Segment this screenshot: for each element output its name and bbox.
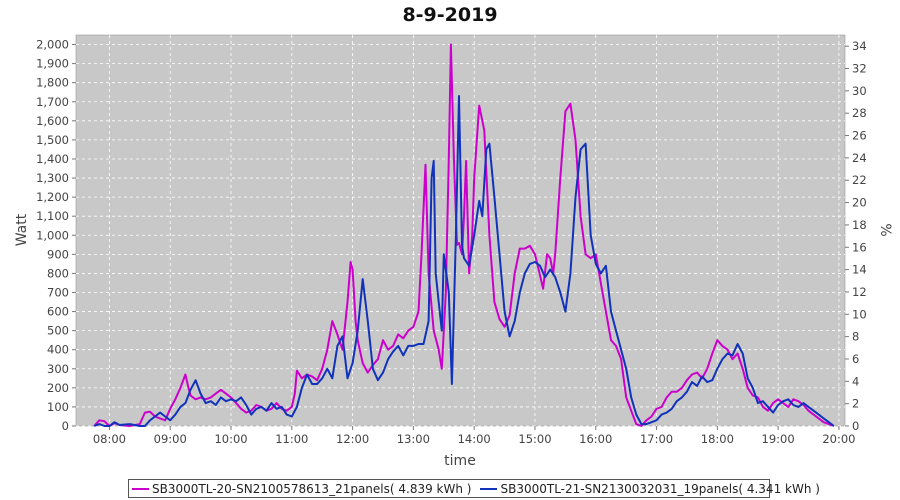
y-tick-label: 1,300 bbox=[36, 171, 69, 185]
y2-tick-label: 28 bbox=[852, 106, 867, 120]
y2-tick-label: 20 bbox=[852, 196, 867, 210]
y-tick-label: 500 bbox=[47, 324, 69, 338]
y2-tick-label: 16 bbox=[852, 240, 867, 254]
legend-swatch bbox=[132, 487, 149, 490]
y-axis-label: Watt bbox=[14, 213, 30, 246]
x-tick-label: 08:00 bbox=[93, 432, 126, 446]
x-tick-label: 19:00 bbox=[762, 432, 795, 446]
y-tick-label: 0 bbox=[62, 419, 69, 433]
y-tick-label: 1,100 bbox=[36, 209, 69, 223]
y-tick-label: 300 bbox=[47, 362, 69, 376]
series-line bbox=[93, 95, 835, 427]
plot-area bbox=[75, 34, 846, 427]
legend-label: SB3000TL-21-SN2130032031_19panels( 4.341… bbox=[500, 481, 820, 496]
y2-tick-label: 34 bbox=[852, 39, 867, 53]
y-tick-label: 1,200 bbox=[36, 190, 69, 204]
y-tick-label: 1,900 bbox=[36, 57, 69, 71]
x-tick-label: 11:00 bbox=[275, 432, 308, 446]
legend-item: SB3000TL-21-SN2130032031_19panels( 4.341… bbox=[480, 481, 820, 496]
y-tick-label: 200 bbox=[47, 381, 69, 395]
y-axis: 0 100 200 300 400 500 600 700 800 900 1,000 1,100 1,… bbox=[36, 38, 76, 433]
x-axis: 08:00 09:00 10:00 11:00 12:00 13:00 14:00 15:00… bbox=[93, 426, 855, 446]
x-tick-label: 18:00 bbox=[701, 432, 734, 446]
y2-tick-label: 8 bbox=[852, 330, 859, 344]
y-tick-label: 1,700 bbox=[36, 95, 69, 109]
y2-tick-label: 0 bbox=[852, 419, 859, 433]
y2-tick-label: 32 bbox=[852, 62, 867, 76]
legend-label: SB3000TL-20-SN2100578613_21panels( 4.839… bbox=[152, 481, 472, 496]
y2-tick-label: 30 bbox=[852, 84, 867, 98]
chart-title: 8-9-2019 bbox=[402, 4, 497, 26]
y-tick-label: 800 bbox=[47, 266, 69, 280]
y2-tick-label: 26 bbox=[852, 129, 867, 143]
y2-axis-label: % bbox=[877, 223, 893, 236]
y-tick-label: 100 bbox=[47, 400, 69, 414]
x-axis-label: time bbox=[444, 453, 476, 469]
y-tick-label: 600 bbox=[47, 305, 69, 319]
y2-tick-label: 4 bbox=[852, 374, 859, 388]
y-tick-label: 700 bbox=[47, 285, 69, 299]
y2-tick-label: 2 bbox=[852, 397, 859, 411]
y-tick-label: 1,400 bbox=[36, 152, 69, 166]
y2-tick-label: 10 bbox=[852, 307, 867, 321]
x-tick-label: 14:00 bbox=[458, 432, 491, 446]
y-tick-label: 1,000 bbox=[36, 228, 69, 242]
y2-tick-label: 22 bbox=[852, 173, 867, 187]
x-tick-label: 16:00 bbox=[579, 432, 612, 446]
legend: SB3000TL-20-SN2100578613_21panels( 4.839… bbox=[128, 479, 820, 498]
y-tick-label: 1,500 bbox=[36, 133, 69, 147]
legend-item: SB3000TL-20-SN2100578613_21panels( 4.839… bbox=[132, 482, 471, 496]
y2-tick-label: 6 bbox=[852, 352, 859, 366]
y2-tick-label: 18 bbox=[852, 218, 867, 232]
x-tick-label: 10:00 bbox=[214, 432, 247, 446]
y2-tick-label: 14 bbox=[852, 263, 867, 277]
y-tick-label: 2,000 bbox=[36, 38, 69, 52]
y2-tick-label: 24 bbox=[852, 151, 867, 165]
y-tick-label: 900 bbox=[47, 247, 69, 261]
y2-tick-label: 12 bbox=[852, 285, 867, 299]
x-tick-label: 09:00 bbox=[154, 432, 187, 446]
legend-swatch bbox=[480, 487, 498, 490]
x-tick-label: 20:00 bbox=[822, 432, 855, 446]
x-tick-label: 12:00 bbox=[336, 432, 369, 446]
x-tick-label: 17:00 bbox=[640, 432, 673, 446]
x-tick-label: 15:00 bbox=[518, 432, 551, 446]
y-tick-label: 400 bbox=[47, 343, 69, 357]
x-tick-label: 13:00 bbox=[397, 432, 430, 446]
y-tick-label: 1,800 bbox=[36, 76, 69, 90]
series-layer bbox=[93, 43, 835, 427]
y-tick-label: 1,600 bbox=[36, 114, 69, 128]
